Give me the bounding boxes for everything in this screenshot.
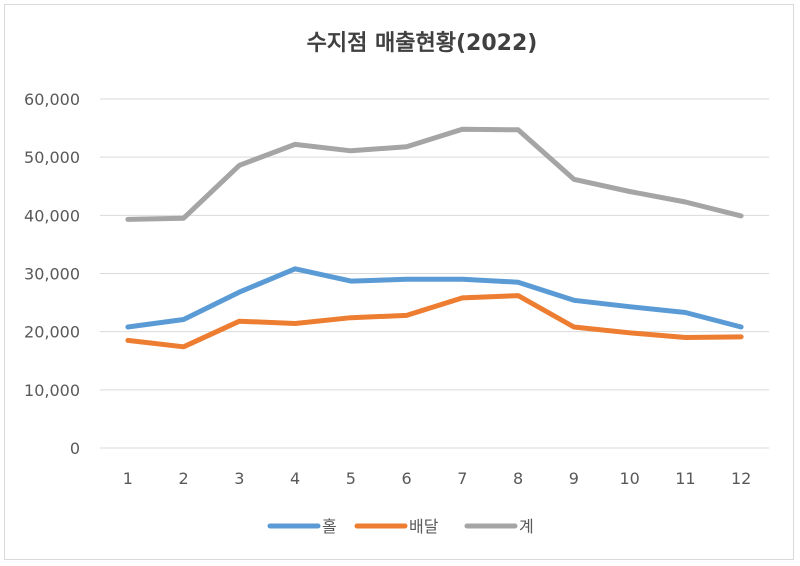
y-tick-label: 30,000 (24, 265, 80, 284)
gridlines (100, 98, 769, 449)
x-tick-label: 1 (123, 469, 133, 488)
x-tick-label: 10 (619, 469, 639, 488)
series-line-0 (125, 266, 744, 330)
x-tick-label: 5 (346, 469, 356, 488)
y-tick-label: 0 (70, 439, 80, 458)
x-tick-label: 9 (569, 469, 579, 488)
x-axis-ticks: 1 2 3 4 5 6 7 8 9 10 11 12 (123, 469, 752, 488)
x-tick-label: 2 (179, 469, 189, 488)
series-line-1 (125, 293, 744, 350)
chart-title: 수지점 매출현황(2022) (307, 31, 538, 56)
y-tick-label: 10,000 (24, 381, 80, 400)
chart-frame (4, 4, 794, 560)
legend: 홀 배달 계 (267, 517, 534, 536)
y-tick-label: 50,000 (24, 148, 80, 167)
series-lines (125, 126, 744, 350)
y-axis-ticks: 0 10,000 20,000 30,000 40,000 50,000 60,000 (24, 90, 80, 458)
legend-label: 홀 (322, 517, 337, 536)
y-tick-label: 60,000 (24, 90, 80, 109)
x-tick-label: 8 (513, 469, 523, 488)
x-tick-label: 3 (234, 469, 244, 488)
x-tick-label: 7 (457, 469, 467, 488)
series-line-2 (125, 126, 744, 222)
x-tick-label: 11 (675, 469, 695, 488)
y-tick-label: 40,000 (24, 206, 80, 225)
x-tick-label: 12 (731, 469, 751, 488)
x-tick-label: 4 (290, 469, 300, 488)
x-tick-label: 6 (402, 469, 412, 488)
y-tick-label: 20,000 (24, 323, 80, 342)
legend-label: 배달 (409, 517, 439, 536)
legend-label: 계 (519, 517, 534, 536)
